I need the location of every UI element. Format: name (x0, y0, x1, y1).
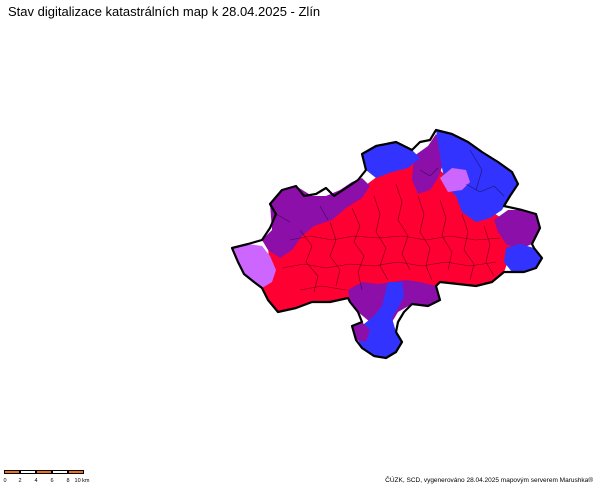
district-regions (232, 130, 542, 358)
region-lightpurple-n (440, 168, 470, 192)
scale-segment (4, 470, 20, 474)
region-blue-e (436, 130, 518, 222)
scale-bar: 0 2 4 6 8 10 km (3, 470, 89, 488)
region-blue-ne (362, 142, 420, 178)
scale-label: 2 (18, 478, 22, 484)
district-borders (275, 149, 505, 293)
region-blue-se (504, 244, 542, 272)
district-outline (230, 128, 544, 360)
region-blue-s (356, 282, 404, 358)
scale-segment (68, 470, 84, 474)
scale-segment (20, 470, 36, 474)
region-purple-n (412, 134, 446, 194)
scale-label: 6 (50, 478, 54, 484)
scale-label: 0 (3, 478, 7, 484)
map-title: Stav digitalizace katastrálních map k 28… (8, 4, 321, 19)
scale-label: 10 km (74, 478, 90, 484)
scale-segment (36, 470, 52, 474)
region-lightpurple-w (232, 244, 276, 288)
region-purple-nw (262, 178, 370, 258)
scale-label: 4 (34, 478, 38, 484)
region-purple-s2 (352, 322, 370, 342)
map-credit: ČÚZK, SCD, vygenerováno 28.04.2025 mapov… (385, 477, 593, 484)
scale-label: 8 (66, 478, 70, 484)
region-purple-e (494, 210, 540, 250)
scale-segment (52, 470, 68, 474)
region-red-main (262, 158, 514, 312)
